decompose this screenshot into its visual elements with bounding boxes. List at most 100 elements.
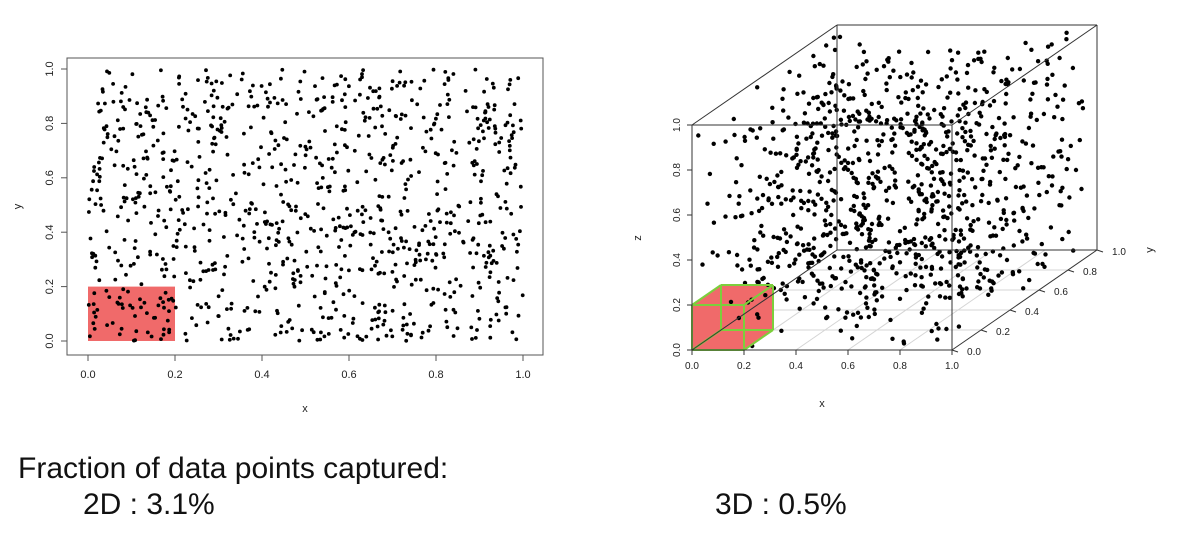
data-point	[199, 305, 204, 310]
data-point	[134, 329, 139, 334]
data-point	[898, 117, 904, 122]
data-point	[958, 157, 963, 163]
data-point	[228, 333, 233, 337]
data-point	[1041, 111, 1047, 117]
data-point	[926, 166, 931, 171]
data-point	[482, 89, 486, 94]
data-point	[92, 291, 97, 296]
data-point	[409, 79, 414, 84]
data-point	[977, 260, 982, 265]
data-point	[881, 63, 887, 69]
data-point	[986, 292, 991, 297]
data-point	[194, 323, 199, 328]
data-point	[923, 264, 929, 270]
data-point	[806, 198, 811, 204]
data-point	[138, 112, 143, 116]
data-point	[118, 127, 122, 131]
data-point	[220, 104, 225, 109]
data-point	[90, 255, 94, 260]
data-point	[343, 105, 348, 109]
data-point	[427, 212, 431, 216]
data-point	[435, 179, 440, 184]
data-point	[225, 307, 229, 311]
data-point	[475, 328, 479, 332]
data-point	[445, 102, 450, 106]
data-point	[403, 80, 408, 85]
data-point	[167, 327, 172, 332]
data-point	[183, 331, 188, 336]
data-point	[390, 250, 395, 255]
data-point	[107, 295, 112, 299]
data-point	[866, 175, 871, 181]
data-point	[343, 254, 347, 258]
data-point	[879, 138, 884, 144]
data-point	[847, 240, 853, 245]
data-point	[159, 337, 163, 341]
data-point	[912, 127, 917, 133]
data-point	[110, 321, 115, 325]
data-point	[240, 236, 245, 241]
data-point	[1027, 277, 1032, 283]
data-point	[433, 265, 438, 270]
data-point	[802, 295, 808, 300]
data-point	[917, 124, 922, 130]
data-point	[832, 254, 837, 259]
data-point	[105, 135, 110, 140]
y-axis-label: y	[1144, 247, 1156, 253]
data-point	[259, 145, 263, 150]
data-point	[964, 216, 970, 221]
highlight-square	[88, 286, 175, 341]
data-point	[281, 200, 286, 204]
data-point	[976, 279, 981, 284]
data-point	[1073, 167, 1079, 173]
data-point	[399, 236, 403, 241]
data-point	[450, 148, 454, 153]
data-point	[346, 168, 351, 173]
data-point	[958, 250, 964, 256]
data-point	[1046, 174, 1052, 179]
data-point	[217, 209, 222, 214]
data-point	[839, 122, 844, 127]
data-point	[390, 308, 395, 313]
data-point	[798, 188, 803, 194]
data-point	[454, 277, 458, 282]
data-point	[998, 216, 1004, 222]
z-tick-label: 0.4	[672, 253, 683, 267]
data-point	[486, 255, 491, 260]
data-point	[933, 281, 938, 286]
data-point	[973, 88, 978, 93]
data-point	[132, 246, 137, 251]
data-point	[972, 100, 978, 106]
data-point	[360, 204, 365, 209]
data-point	[94, 259, 99, 264]
data-point	[846, 114, 852, 120]
data-point	[161, 257, 165, 261]
data-point	[219, 126, 224, 130]
data-point	[162, 305, 166, 310]
data-point	[327, 189, 332, 194]
data-point	[252, 104, 257, 109]
data-point	[402, 274, 407, 278]
data-point	[928, 183, 934, 188]
data-point	[827, 109, 833, 114]
data-point	[255, 222, 259, 226]
data-point	[993, 133, 998, 138]
data-point	[802, 111, 808, 116]
data-point	[947, 146, 952, 152]
data-point	[794, 146, 799, 151]
data-point	[175, 179, 180, 184]
data-point	[784, 153, 789, 158]
data-point	[987, 103, 993, 108]
data-point	[248, 89, 252, 94]
data-point	[121, 287, 126, 292]
data-point	[932, 245, 937, 251]
data-point	[888, 317, 893, 323]
data-point	[181, 104, 185, 109]
data-point	[955, 50, 961, 55]
data-point	[853, 176, 859, 182]
data-point	[992, 65, 997, 71]
data-point	[871, 277, 877, 282]
data-point	[934, 199, 939, 204]
data-point	[854, 137, 859, 143]
data-point	[409, 174, 413, 178]
